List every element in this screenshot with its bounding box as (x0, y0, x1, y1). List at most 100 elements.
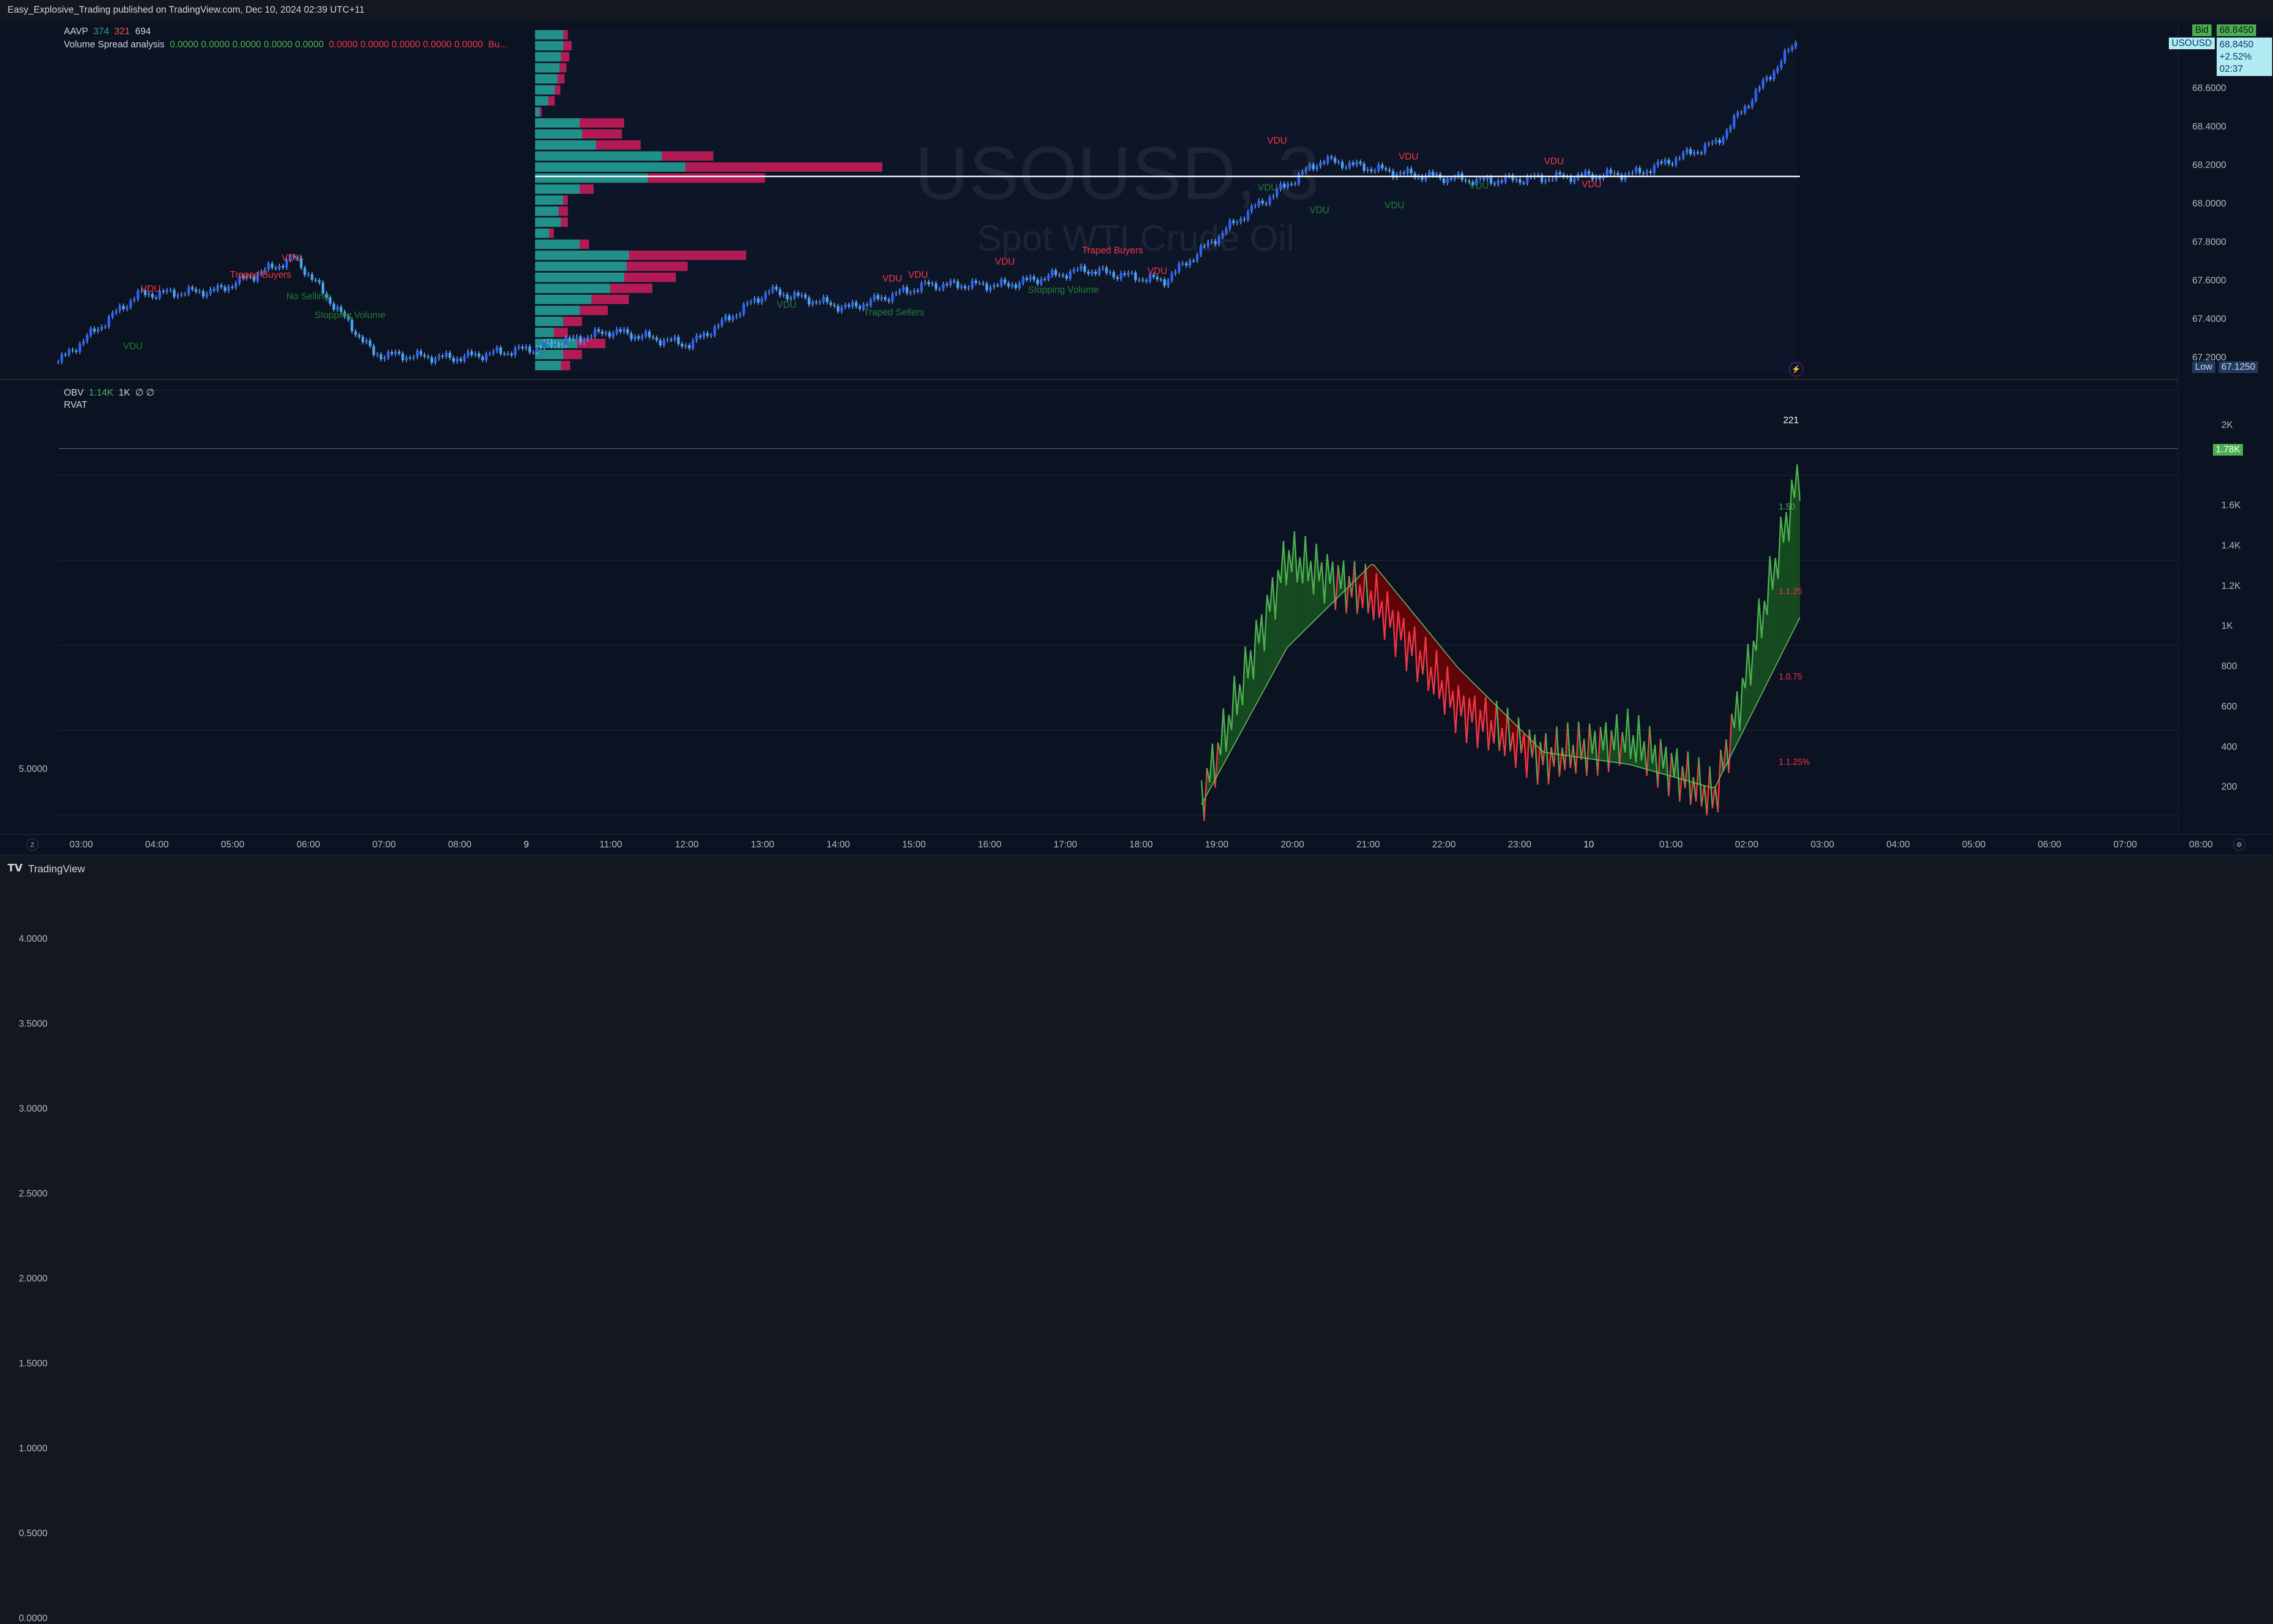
candle-body (361, 336, 364, 343)
obv-line-segment (1745, 644, 1749, 688)
candle-body (1704, 144, 1707, 153)
obv-line-segment (1643, 741, 1648, 777)
candle-body (568, 337, 571, 339)
candle-body (97, 329, 99, 332)
candle-body (1482, 178, 1485, 180)
left-scale[interactable]: 5.00004.50004.00003.50003.00002.50002.00… (0, 759, 59, 1624)
obv-line-segment (1600, 727, 1604, 751)
candle-body (118, 305, 122, 311)
candle-body (934, 283, 938, 290)
obv-line-segment (1422, 637, 1426, 675)
obv-line-segment (1517, 717, 1522, 754)
obv-line-segment (1687, 751, 1691, 805)
price-pane[interactable]: USOUSD, 3 Spot WTI Crude Oil VDU Traped B… (0, 21, 2178, 377)
obv-line-segment (1244, 646, 1249, 679)
candle-body (1159, 279, 1163, 281)
price-value: 68.8450 (2219, 39, 2254, 50)
obv-rvat-fill (1247, 650, 1251, 719)
side-label: 1.1.25% (1779, 757, 1810, 767)
oscillator-pane[interactable]: 221 1.50 1.1.25 1.0.75 1.1.25% OBV 1.14K 1K… (0, 379, 2178, 1624)
candle-body (75, 351, 78, 352)
candle-body (1598, 176, 1601, 179)
obv-line-segment (1477, 709, 1481, 748)
obv-name: OBV (64, 388, 84, 398)
obv-badge: 1.78K (2213, 444, 2243, 456)
candle-body (956, 281, 959, 288)
time-tick: 14:00 (827, 839, 850, 850)
candle-body (1616, 173, 1620, 175)
obv-legend[interactable]: OBV 1.14K 1K ∅ ∅ (64, 387, 154, 398)
vsa-legend[interactable]: Volume Spread analysis 0.0000 0.0000 0.0… (64, 39, 507, 50)
obv-line-segment (1373, 573, 1378, 621)
volume-profile-down-row (596, 140, 641, 150)
obv-line-segment (1291, 531, 1295, 572)
obv-line-segment (1534, 734, 1538, 785)
candle-body (557, 344, 560, 347)
obv-line-segment (1725, 739, 1730, 773)
candle-body (1707, 143, 1710, 145)
candle-body (1297, 174, 1301, 184)
vsa-annotation: VDU (1385, 200, 1404, 211)
vsa-annotation: VDU (1267, 136, 1287, 146)
bar-countdown: 02:37 (2219, 64, 2243, 74)
candle-body (1511, 175, 1515, 181)
candle-body (325, 293, 328, 297)
obv-line-segment (1553, 726, 1558, 767)
obv-line-segment (1624, 709, 1629, 753)
settings-gear-icon[interactable]: ⚙ (2233, 839, 2245, 851)
price-chart[interactable]: USOUSD, 3 Spot WTI Crude Oil VDU Traped B… (0, 21, 2178, 377)
obv-rvat-fill (1781, 517, 1784, 656)
lightning-icon[interactable]: ⚡ (1789, 362, 1803, 376)
timezone-icon[interactable]: Z (26, 839, 38, 851)
candle-body (633, 336, 636, 339)
obv-rvat-fill (1352, 561, 1355, 598)
candle-body (354, 331, 357, 335)
candle-body (993, 285, 995, 287)
time-axis[interactable]: Z 03:00 04:00 05:00 06:00 07:00 08:00 9 11:00 12… (0, 834, 2273, 855)
obv-line-segment (1386, 591, 1391, 628)
candle-body (467, 351, 470, 356)
candle-body (753, 298, 756, 302)
candle-body (1758, 87, 1761, 91)
volume-profile-down-row (580, 239, 589, 249)
candle-body (1587, 171, 1591, 175)
oscillator-chart[interactable]: 221 1.50 1.1.25 1.0.75 1.1.25% (0, 380, 2178, 835)
tradingview-logo-icon: 𝗧𝗩 (8, 862, 23, 874)
candle-body (1304, 168, 1308, 172)
candle-body (1330, 157, 1333, 158)
symbol-badge: USOUSD (2169, 38, 2215, 49)
candle-body (699, 335, 702, 337)
obv-rvat-fill (1543, 733, 1546, 765)
obv-rvat-fill (1729, 714, 1732, 773)
obv-rvat-fill (1794, 464, 1798, 629)
candle-body (844, 305, 847, 307)
candle-body (1167, 280, 1170, 286)
vsa-annotation: Traped Buyers (230, 270, 291, 280)
candle-body (1638, 168, 1641, 173)
candle-body (1203, 246, 1206, 247)
brand-name[interactable]: TradingView (28, 863, 85, 875)
candle-body (1783, 51, 1786, 62)
candle-body (282, 266, 284, 268)
obv-line-segment (1201, 780, 1205, 821)
candle-body (826, 297, 829, 303)
candle-body (601, 331, 604, 334)
obv-line-segment (1676, 748, 1681, 802)
candle-body (974, 281, 978, 283)
rvat-legend[interactable]: RVAT (64, 400, 87, 411)
candle-body (1468, 181, 1471, 182)
volume-profile-up-row (535, 283, 610, 293)
candle-body (137, 291, 139, 299)
candle-body (851, 302, 854, 307)
obv-line-segment (1788, 480, 1793, 541)
aavp-legend[interactable]: AAVP 374 321 694 (64, 26, 151, 37)
right-price-scale[interactable]: Bid 68.8450 USOUSD 68.8450 +2.52% 02:37 … (2169, 21, 2273, 834)
candle-body (485, 354, 488, 360)
candle-body (1087, 272, 1090, 274)
obv-rvat-fill (1598, 727, 1600, 776)
candle-body (945, 284, 949, 285)
candle-body (1370, 169, 1373, 172)
obv-line-segment (1469, 697, 1473, 723)
volume-profile-down-row (582, 129, 622, 139)
candle-body (1043, 279, 1047, 280)
